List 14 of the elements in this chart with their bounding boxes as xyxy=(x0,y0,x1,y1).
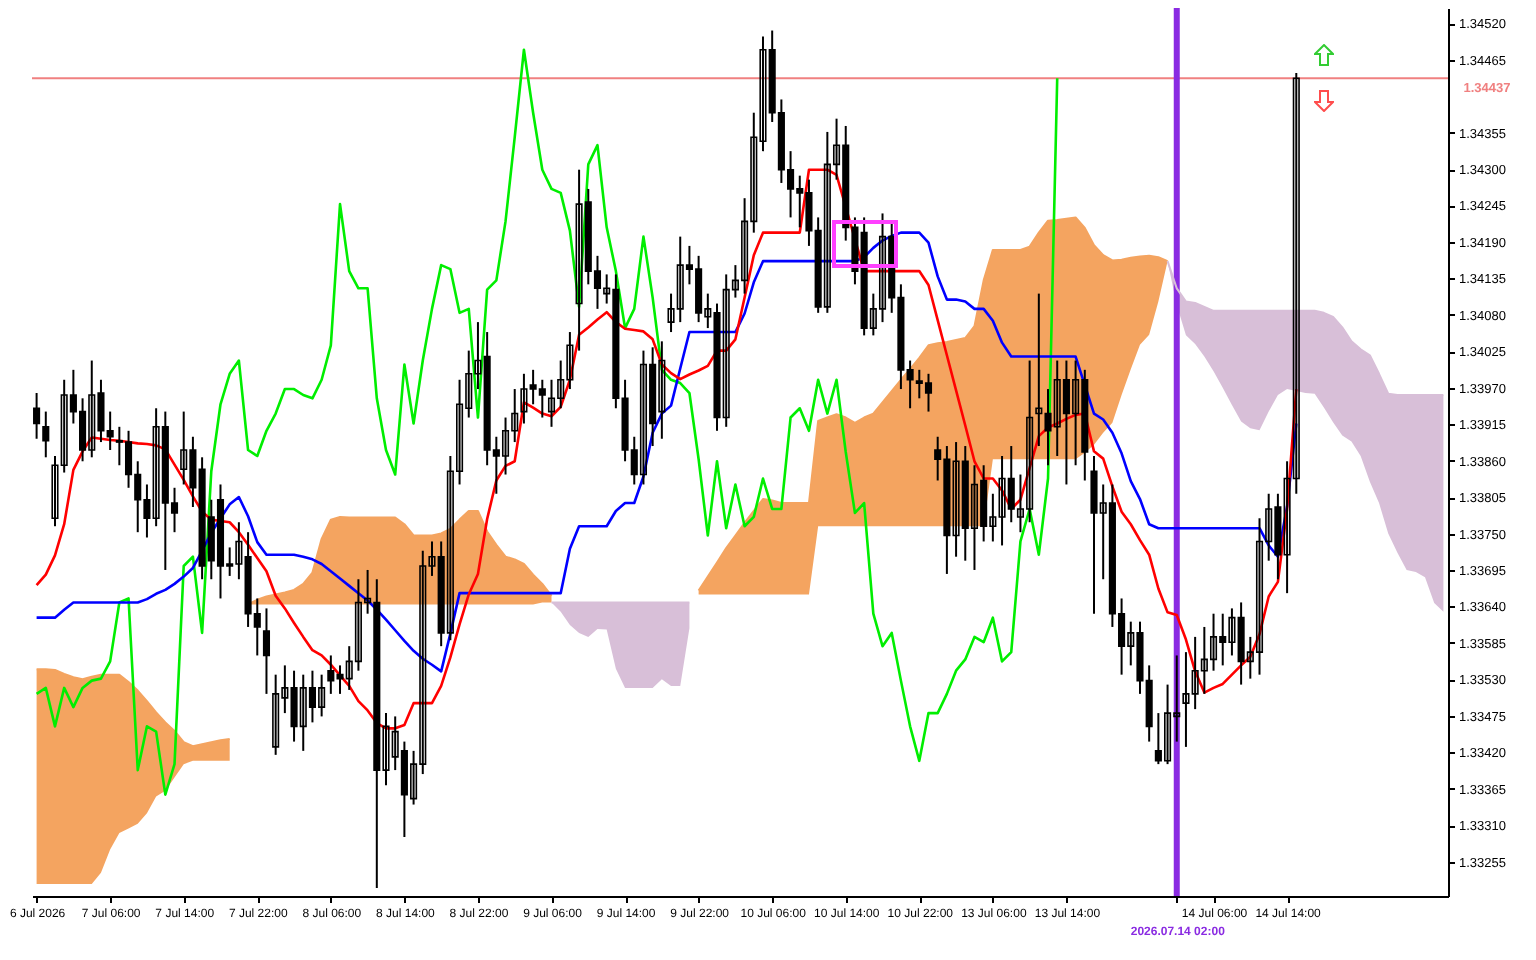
candlestick xyxy=(33,392,41,440)
candlestick xyxy=(272,673,280,756)
candlestick xyxy=(501,416,510,476)
candlestick xyxy=(538,378,546,419)
candlestick xyxy=(262,607,271,695)
candlestick xyxy=(180,410,188,486)
candlestick xyxy=(42,410,50,459)
candlestick xyxy=(970,464,979,571)
candlestick xyxy=(547,378,556,428)
candlestick xyxy=(639,349,648,486)
candlestick xyxy=(878,212,887,324)
line-series xyxy=(35,48,1059,796)
candlestick xyxy=(924,372,933,413)
candlestick xyxy=(1209,612,1218,672)
